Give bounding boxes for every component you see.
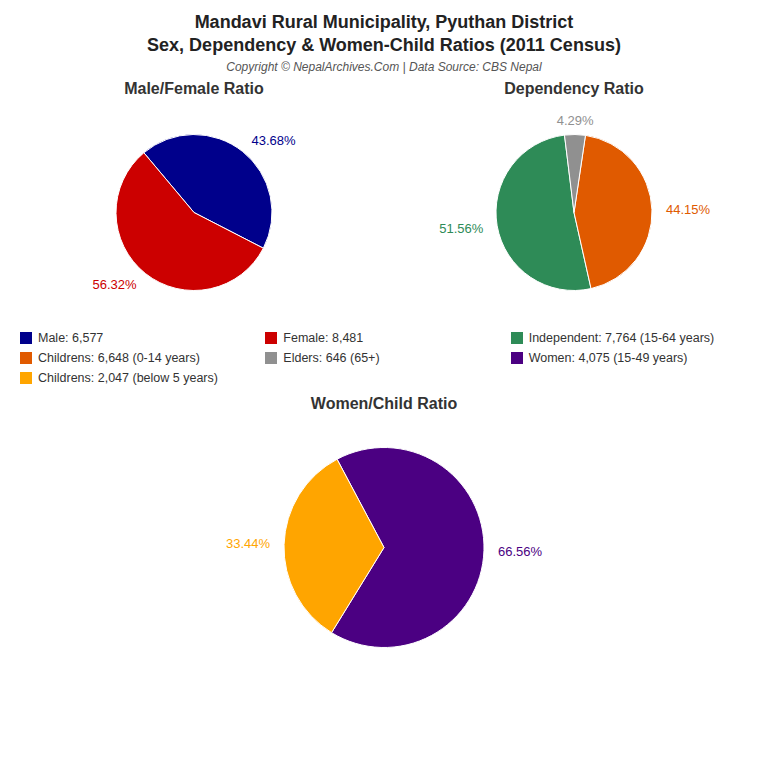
svg-text:44.15%: 44.15% bbox=[666, 202, 711, 217]
html-text:Childrens: 2,047 (below 5 year: Childrens: 2,047 (below 5 years) bbox=[38, 371, 218, 385]
html-text:Male: 6,577: Male: 6,577 bbox=[38, 331, 104, 345]
html-text:Independent: 7,764 (15-64 year: Independent: 7,764 (15-64 years) bbox=[528, 331, 715, 345]
html-text:Childrens: 6,648 (0-14 years): Childrens: 6,648 (0-14 years) bbox=[38, 351, 200, 365]
html-text:Dependency Ratio: Dependency Ratio bbox=[504, 80, 644, 97]
svg-text:66.56%: 66.56% bbox=[498, 544, 543, 559]
svg-text:33.44%: 33.44% bbox=[226, 536, 271, 551]
html-text:Female: 8,481: Female: 8,481 bbox=[283, 331, 364, 345]
html-text:Male/Female Ratio: Male/Female Ratio bbox=[124, 80, 264, 97]
svg-text:43.68%: 43.68% bbox=[251, 133, 296, 148]
html-text:Women: 4,075 (15-49 years): Women: 4,075 (15-49 years) bbox=[528, 351, 688, 365]
svg-text:51.56%: 51.56% bbox=[439, 221, 484, 236]
svg-text:4.29%: 4.29% bbox=[557, 113, 594, 128]
html-text:Sex, Dependency & Women-Child: Sex, Dependency & Women-Child Ratios (20… bbox=[147, 35, 621, 55]
html-text:Mandavi Rural Municipality, Py: Mandavi Rural Municipality, Pyuthan Dist… bbox=[194, 12, 574, 32]
html-text:Women/Child Ratio: Women/Child Ratio bbox=[310, 395, 458, 412]
html-text:Elders: 646 (65+): Elders: 646 (65+) bbox=[283, 351, 380, 365]
svg-text:56.32%: 56.32% bbox=[92, 277, 137, 292]
html-text:Copyright © NepalArchives.Com: Copyright © NepalArchives.Com | Data Sou… bbox=[226, 60, 542, 74]
